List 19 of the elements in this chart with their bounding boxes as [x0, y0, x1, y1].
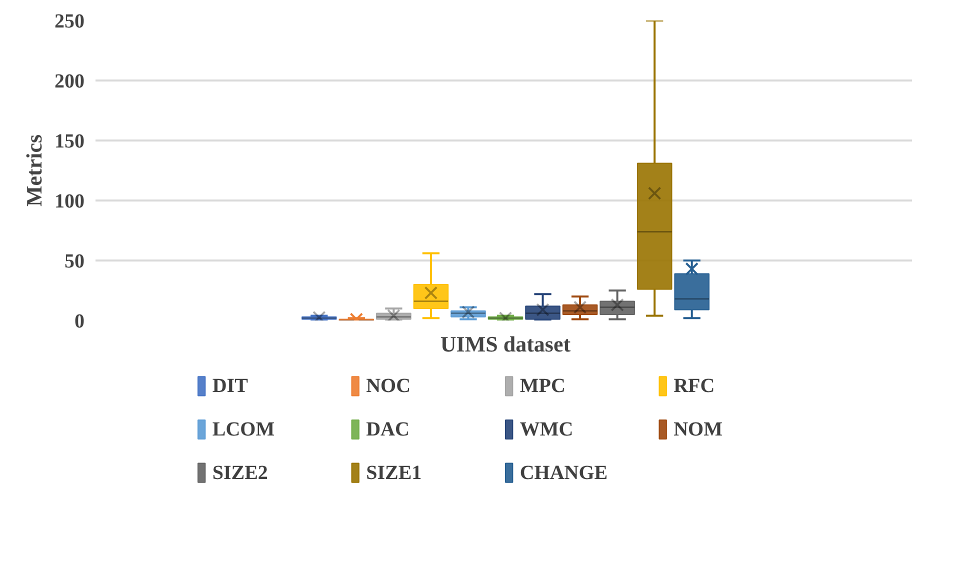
legend-label: WMC [520, 418, 574, 440]
legend-label: RFC [674, 375, 715, 398]
legend-label: CHANGE [520, 462, 608, 484]
y-tick-label: 150 [54, 130, 84, 152]
legend-label: DAC [366, 418, 410, 440]
legend-label: SIZE2 [212, 462, 268, 484]
y-tick-label: 50 [64, 250, 84, 272]
legend-label: NOC [366, 375, 411, 398]
legend-label: NOM [674, 418, 723, 440]
legend-label: DIT [212, 375, 249, 398]
y-tick-label: 250 [54, 10, 84, 32]
y-tick-label: 100 [54, 190, 84, 212]
x-axis-title: UIMS dataset [440, 332, 572, 356]
legend-label: MPC [520, 375, 566, 398]
legend-label: SIZE1 [366, 462, 422, 484]
y-axis-title: Metrics [22, 134, 46, 207]
y-tick-label: 0 [74, 310, 84, 332]
y-tick-label: 200 [54, 70, 84, 92]
legend-label: LCOM [212, 418, 275, 440]
